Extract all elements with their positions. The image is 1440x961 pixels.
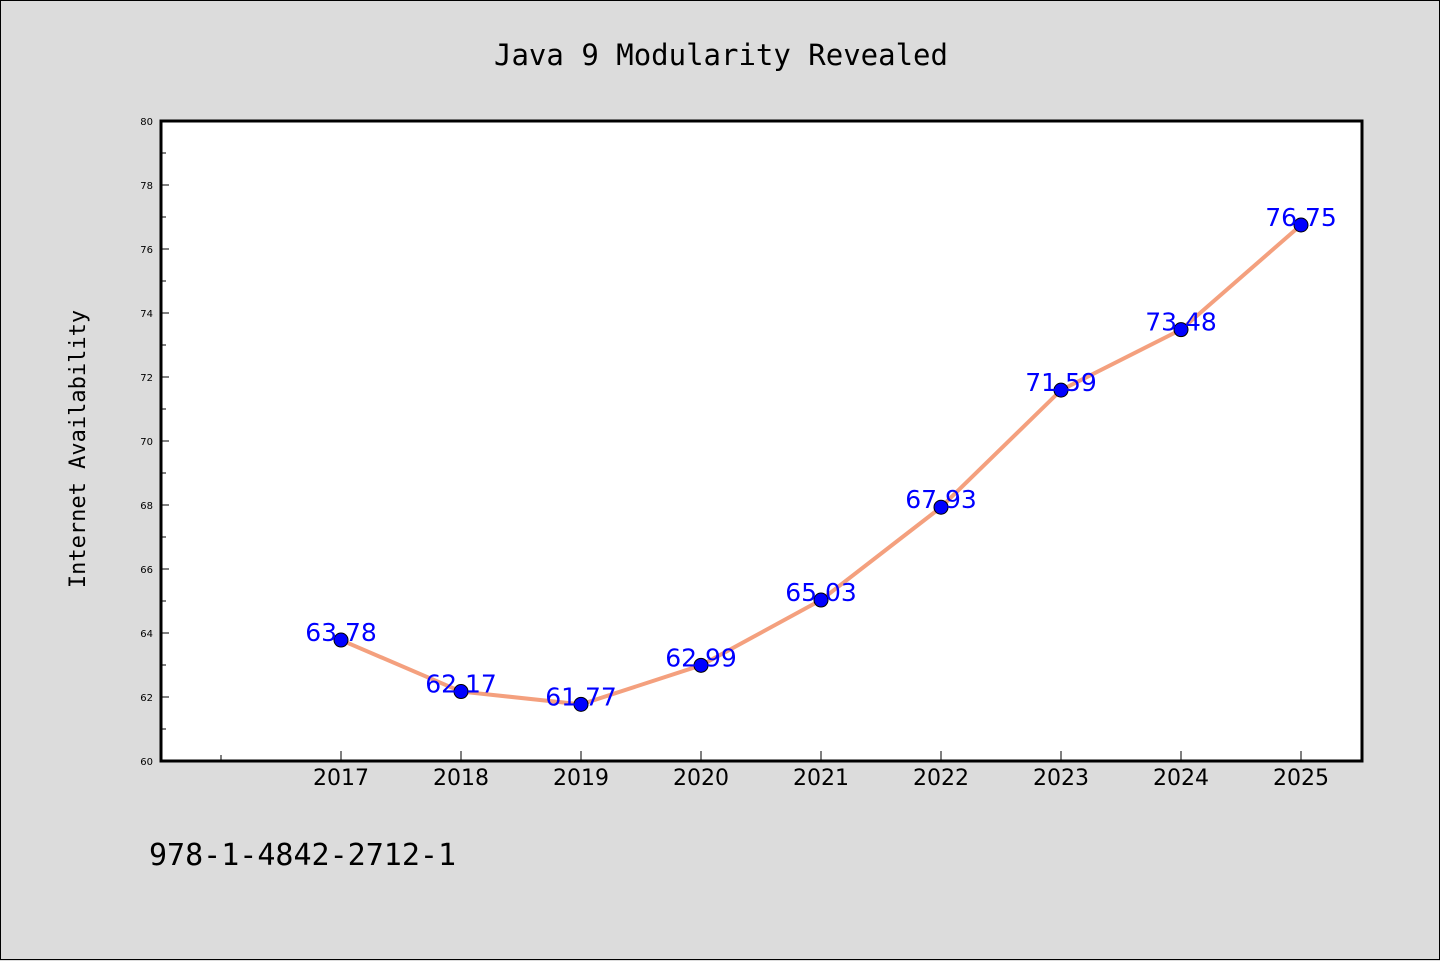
y-tick-label: 80 xyxy=(140,117,153,128)
x-tick-label: 2019 xyxy=(553,766,609,791)
x-tick-label: 2020 xyxy=(673,766,729,791)
data-label: 71.59 xyxy=(1025,368,1097,397)
y-tick-label: 72 xyxy=(140,373,153,384)
data-point xyxy=(693,657,709,673)
series-markers xyxy=(333,217,1309,712)
data-label: 73.48 xyxy=(1145,308,1217,337)
isbn-text: 978-1-4842-2712-1 xyxy=(149,838,456,873)
y-axis: 60 62 64 66 68 70 72 74 76 78 80 xyxy=(140,117,169,768)
data-label: 61.77 xyxy=(545,682,617,711)
data-label: 63.78 xyxy=(305,618,377,647)
data-label: 76.75 xyxy=(1265,203,1337,232)
x-axis: 2017 2018 2019 2020 2021 2022 2023 2024 2025 xyxy=(220,751,1329,791)
plot-area xyxy=(161,121,1362,761)
data-label: 62.17 xyxy=(425,670,497,699)
x-tick-label: 2021 xyxy=(793,766,849,791)
x-tick-label: 2018 xyxy=(433,766,489,791)
y-tick-label: 76 xyxy=(140,245,153,256)
y-axis-label: Internet Availability xyxy=(66,310,91,588)
data-label: 65.03 xyxy=(785,578,857,607)
chart-title: Java 9 Modularity Revealed xyxy=(494,38,948,72)
data-label: 62.99 xyxy=(665,643,737,672)
data-labels: 63.78 62.17 61.77 62.99 65.03 67.93 71.59 73.48… xyxy=(305,203,1337,711)
y-tick-label: 70 xyxy=(140,437,153,448)
y-tick-label: 60 xyxy=(140,757,153,768)
data-point xyxy=(1173,322,1189,338)
data-point xyxy=(813,592,829,608)
data-point xyxy=(453,684,469,700)
x-tick-label: 2017 xyxy=(313,766,369,791)
data-point xyxy=(1293,217,1309,233)
x-tick-label: 2025 xyxy=(1273,766,1329,791)
data-point xyxy=(573,696,589,712)
x-tick-label: 2023 xyxy=(1033,766,1089,791)
y-tick-label: 74 xyxy=(140,309,153,320)
y-tick-label: 64 xyxy=(140,629,153,640)
y-tick-label: 78 xyxy=(140,181,153,192)
y-tick-label: 62 xyxy=(140,693,153,704)
plot-border xyxy=(159,119,1364,763)
y-tick-label: 66 xyxy=(140,565,153,576)
data-point xyxy=(333,632,349,648)
x-tick-label: 2024 xyxy=(1153,766,1209,791)
data-point xyxy=(1053,382,1069,398)
data-label: 67.93 xyxy=(905,485,977,514)
x-tick-label: 2022 xyxy=(913,766,969,791)
data-point xyxy=(933,499,949,515)
y-tick-label: 68 xyxy=(140,501,153,512)
